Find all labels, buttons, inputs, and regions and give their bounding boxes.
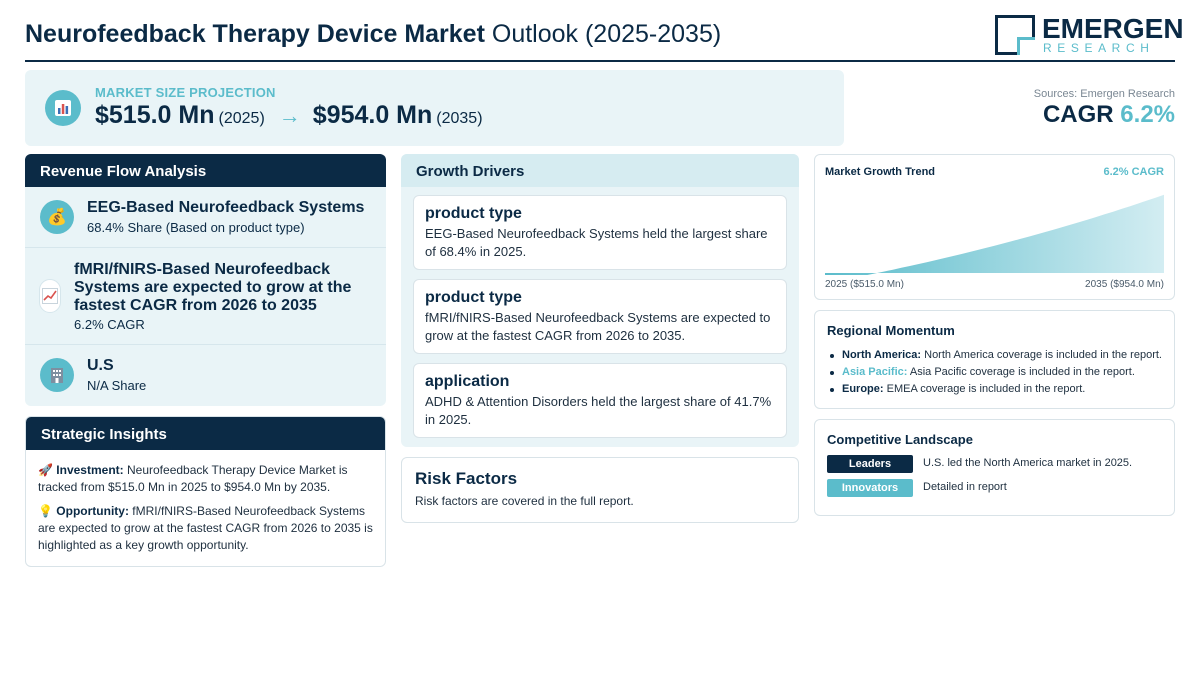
- trend-area-chart: [825, 194, 1164, 275]
- market-size-label: MARKET SIZE PROJECTION: [95, 85, 276, 100]
- regional-list: North America: North America coverage is…: [827, 347, 1162, 398]
- investment-label: Investment:: [56, 463, 124, 477]
- logo-subtitle: RESEARCH: [1043, 41, 1155, 55]
- page-title-main: Neurofeedback Therapy Device Market: [25, 20, 485, 48]
- region-text: EMEA coverage is included in the report.: [886, 383, 1086, 395]
- emergen-research-logo[interactable]: EMERGEN RESEARCH: [995, 14, 1184, 56]
- region-name: North America:: [842, 349, 922, 361]
- logo-name: EMERGEN: [1042, 13, 1184, 44]
- rocket-icon: 🚀: [38, 463, 53, 477]
- growth-driver-text: ADHD & Attention Disorders held the larg…: [425, 394, 772, 427]
- growth-drivers-title: Growth Drivers: [401, 154, 799, 187]
- office-building-icon: [40, 358, 74, 392]
- market-growth-trend-card: Market Growth Trend 6.2% CAGR 2025 ($515…: [814, 154, 1175, 300]
- risk-factors-title: Risk Factors: [415, 469, 518, 488]
- start-value: $515.0 Mn: [95, 101, 215, 129]
- sources-text: Sources: Emergen Research: [1033, 88, 1175, 100]
- lightbulb-icon: 💡: [38, 504, 53, 518]
- growth-driver-title: product type: [425, 289, 522, 306]
- regional-momentum-card: Regional Momentum North America: North A…: [814, 310, 1175, 409]
- risk-factors-card: Risk Factors Risk factors are covered in…: [401, 457, 799, 523]
- growth-driver-item: application ADHD & Attention Disorders h…: [413, 363, 787, 438]
- revenue-item-title: U.S: [87, 357, 114, 374]
- cagr-value: 6.2%: [1120, 101, 1175, 128]
- region-name: Europe:: [842, 383, 884, 395]
- growth-driver-text: fMRI/fNIRS-Based Neurofeedback Systems a…: [425, 310, 771, 343]
- page-title-period: Outlook (2025-2035): [491, 20, 722, 48]
- growth-drivers-card: Growth Drivers product type EEG-Based Ne…: [401, 154, 799, 447]
- page-title: Neurofeedback Therapy Device Market Outl…: [25, 20, 721, 49]
- revenue-item-title: EEG-Based Neurofeedback Systems: [87, 199, 365, 216]
- regional-item: Asia Pacific: Asia Pacific coverage is i…: [827, 364, 1162, 381]
- market-size-values: $515.0 Mn (2025) → $954.0 Mn (2035): [95, 101, 483, 130]
- chart-increasing-icon: [39, 279, 61, 313]
- regional-title: Regional Momentum: [827, 323, 955, 338]
- logo-square-icon: [995, 15, 1035, 55]
- region-name: Asia Pacific:: [842, 366, 908, 378]
- opportunity-insight: 💡 Opportunity: fMRI/fNIRS-Based Neurofee…: [26, 503, 385, 554]
- strategic-insights-title: Strategic Insights: [26, 417, 385, 450]
- innovators-badge: Innovators: [827, 479, 913, 497]
- cagr-label: CAGR: [1042, 101, 1114, 128]
- trend-start-label: 2025 ($515.0 Mn): [825, 279, 904, 290]
- investment-text: Neurofeedback Therapy Device Market is t…: [38, 463, 348, 494]
- strategic-insights-card: Strategic Insights 🚀 Investment: Neurofe…: [25, 416, 386, 567]
- revenue-flow-card: Revenue Flow Analysis 💰 EEG-Based Neurof…: [25, 154, 386, 406]
- trend-area-series: [825, 194, 1164, 275]
- opportunity-text: fMRI/fNIRS-Based Neurofeedback Systems a…: [38, 504, 373, 552]
- growth-driver-title: application: [425, 373, 510, 390]
- cagr-headline: CAGR 6.2%: [1034, 101, 1175, 129]
- revenue-item: fMRI/fNIRS-Based Neurofeedback Systems a…: [25, 248, 386, 345]
- trend-cagr: 6.2% CAGR: [1103, 166, 1164, 178]
- regional-item: Europe: EMEA coverage is included in the…: [827, 381, 1162, 398]
- innovators-text: Detailed in report: [923, 481, 1007, 493]
- regional-item: North America: North America coverage is…: [827, 347, 1162, 364]
- leaders-text: U.S. led the North America market in 202…: [923, 457, 1133, 469]
- region-text: North America coverage is included in th…: [924, 349, 1162, 361]
- revenue-item-subtitle: 68.4% Share (Based on product type): [87, 220, 305, 235]
- growth-driver-item: product type EEG-Based Neurofeedback Sys…: [413, 195, 787, 270]
- growth-driver-title: product type: [425, 205, 522, 222]
- trend-end-label: 2035 ($954.0 Mn): [1085, 279, 1164, 290]
- competitive-title: Competitive Landscape: [827, 432, 973, 447]
- growth-driver-item: product type fMRI/fNIRS-Based Neurofeedb…: [413, 279, 787, 354]
- competitive-landscape-card: Competitive Landscape Leaders U.S. led t…: [814, 419, 1175, 516]
- page-header: Neurofeedback Therapy Device Market Outl…: [25, 12, 1184, 62]
- arrow-right-icon: →: [278, 103, 301, 128]
- risk-factors-text: Risk factors are covered in the full rep…: [415, 494, 634, 508]
- revenue-item-subtitle: N/A Share: [87, 378, 147, 393]
- market-size-banner: MARKET SIZE PROJECTION $515.0 Mn (2025) → $…: [25, 70, 844, 146]
- end-year: (2035): [436, 110, 483, 127]
- leaders-badge: Leaders: [827, 455, 913, 473]
- revenue-flow-title: Revenue Flow Analysis: [25, 154, 386, 187]
- competitive-row: Innovators Detailed in report: [827, 479, 1167, 497]
- revenue-item: 💰 EEG-Based Neurofeedback Systems 68.4% …: [25, 187, 386, 248]
- bar-chart-icon: [45, 90, 81, 126]
- start-year: (2025): [218, 110, 265, 127]
- revenue-item-title: fMRI/fNIRS-Based Neurofeedback Systems a…: [74, 261, 352, 314]
- money-bag-icon: 💰: [40, 200, 74, 234]
- opportunity-label: Opportunity:: [56, 504, 129, 518]
- revenue-item-subtitle: 6.2% CAGR: [74, 317, 145, 332]
- revenue-item: U.S N/A Share: [25, 345, 386, 406]
- competitive-row: Leaders U.S. led the North America marke…: [827, 455, 1167, 473]
- cagr-block: Sources: Emergen Research CAGR 6.2%: [1034, 88, 1175, 129]
- investment-insight: 🚀 Investment: Neurofeedback Therapy Devi…: [26, 462, 385, 496]
- region-text: Asia Pacific coverage is included in the…: [909, 366, 1135, 378]
- trend-title: Market Growth Trend: [825, 166, 936, 178]
- growth-driver-text: EEG-Based Neurofeedback Systems held the…: [425, 226, 768, 259]
- end-value: $954.0 Mn: [312, 101, 433, 129]
